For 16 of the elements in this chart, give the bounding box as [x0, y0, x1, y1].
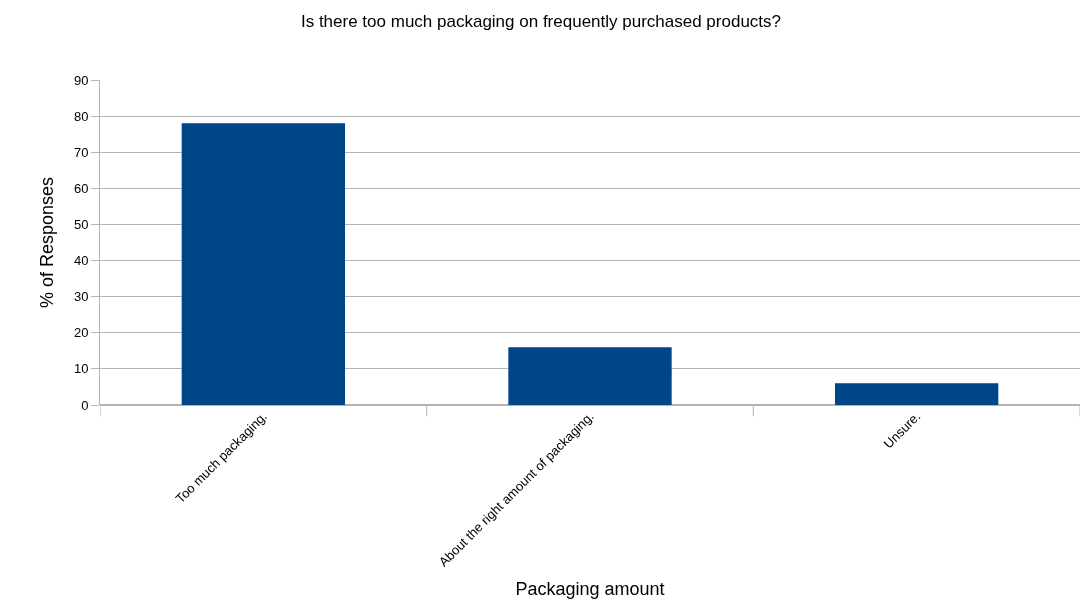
y-tick-label: 30: [73, 289, 89, 305]
y-tick-label: 50: [73, 216, 89, 232]
y-tick-label: 60: [73, 180, 89, 196]
x-axis-title: Packaging amount: [515, 579, 665, 599]
bar: [181, 123, 345, 405]
bar: [835, 383, 999, 405]
y-axis-title: % of Responses: [37, 176, 58, 309]
bar: [508, 347, 672, 405]
y-tick-label: 80: [73, 108, 89, 124]
y-tick-label: 70: [73, 144, 89, 160]
chart-title: Is there too much packaging on frequently purchased products?: [300, 11, 782, 31]
y-tick-label: 90: [73, 72, 89, 88]
y-tick-label: 10: [73, 361, 89, 377]
y-tick-label: 40: [73, 253, 89, 269]
y-tick-label: 0: [81, 397, 89, 413]
y-tick-label: 20: [73, 325, 89, 341]
